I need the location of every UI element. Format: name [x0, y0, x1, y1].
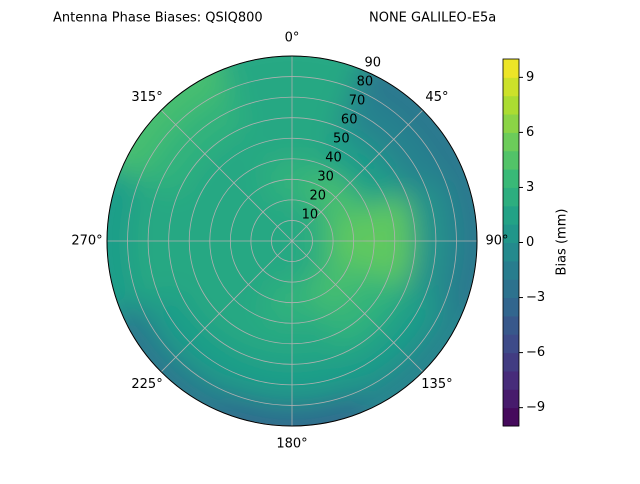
- angular-tick-label: 180°: [276, 437, 307, 452]
- colorbar-band: [503, 224, 519, 243]
- colorbar: [502, 58, 523, 427]
- colorbar-band: [503, 95, 519, 115]
- colorbar-tick-label: −6: [526, 345, 545, 360]
- colorbar-band: [503, 187, 519, 207]
- colorbar-tick-label: 9: [526, 70, 534, 85]
- angular-tick-label: 90°: [485, 234, 508, 249]
- angular-tick-label: 135°: [421, 377, 452, 392]
- angular-grid-line: [160, 109, 293, 242]
- radial-tick-label: 10: [302, 208, 319, 223]
- colorbar-tick-label: 6: [526, 125, 534, 140]
- colorbar-band: [503, 279, 519, 299]
- radial-tick-label: 30: [317, 170, 334, 185]
- colorbar-band: [503, 370, 519, 390]
- radial-tick-label: 60: [341, 113, 358, 128]
- chart-subtitle: NONE GALILEO-E5a: [369, 11, 496, 26]
- angular-grid-line: [291, 109, 424, 242]
- radial-tick-label: 90: [365, 56, 382, 71]
- colorbar-band: [503, 407, 519, 427]
- angular-grid-line: [291, 240, 424, 373]
- angular-tick-label: 45°: [425, 90, 448, 105]
- colorbar-band: [503, 114, 519, 133]
- radial-tick-label: 70: [349, 94, 366, 109]
- colorbar-band: [503, 77, 519, 97]
- colorbar-tick-label: −3: [526, 290, 545, 305]
- colorbar-band: [503, 334, 519, 354]
- radial-tick-label: 80: [357, 75, 374, 90]
- colorbar-band: [503, 169, 519, 188]
- chart-title: Antenna Phase Biases: QSIQ800: [53, 11, 263, 26]
- polar-grid: [106, 55, 478, 427]
- colorbar-band: [503, 352, 519, 372]
- colorbar-band: [503, 260, 519, 280]
- angular-tick-label: 315°: [131, 90, 162, 105]
- colorbar-band: [503, 150, 519, 170]
- colorbar-band: [503, 59, 519, 78]
- polar-frame: [106, 55, 478, 427]
- angular-grid-line: [160, 240, 293, 373]
- colorbar-band: [503, 242, 519, 262]
- colorbar-band: [503, 389, 519, 409]
- colorbar-band: [503, 315, 519, 335]
- angular-tick-label: 270°: [71, 234, 102, 249]
- radial-tick-label: 50: [333, 132, 350, 147]
- angular-tick-label: 225°: [131, 377, 162, 392]
- colorbar-tick-label: 3: [526, 180, 534, 195]
- colorbar-band: [503, 205, 519, 225]
- radial-tick-label: 40: [325, 151, 342, 166]
- radial-tick-label: 20: [309, 189, 326, 204]
- colorbar-band: [503, 297, 519, 317]
- angular-tick-label: 0°: [285, 31, 300, 46]
- colorbar-label: Bias (mm): [555, 209, 570, 276]
- colorbar-tick-label: 0: [526, 235, 534, 250]
- colorbar-band: [503, 132, 519, 152]
- colorbar-tick-label: −9: [526, 400, 545, 415]
